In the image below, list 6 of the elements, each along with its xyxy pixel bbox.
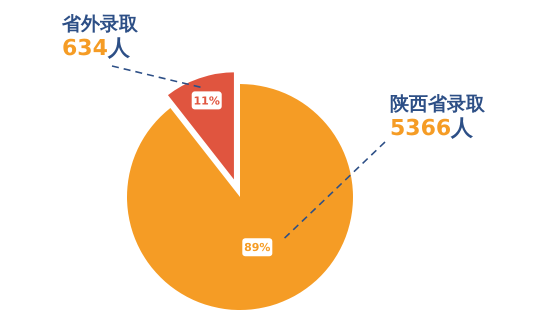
slice-label: 省外录取	[61, 13, 139, 35]
slice-label: 陕西省录取	[390, 93, 486, 115]
text: 89%	[244, 241, 270, 254]
data-label: 5366人	[390, 116, 474, 141]
data-label: 634人	[62, 36, 131, 61]
text: 11%	[194, 94, 220, 108]
